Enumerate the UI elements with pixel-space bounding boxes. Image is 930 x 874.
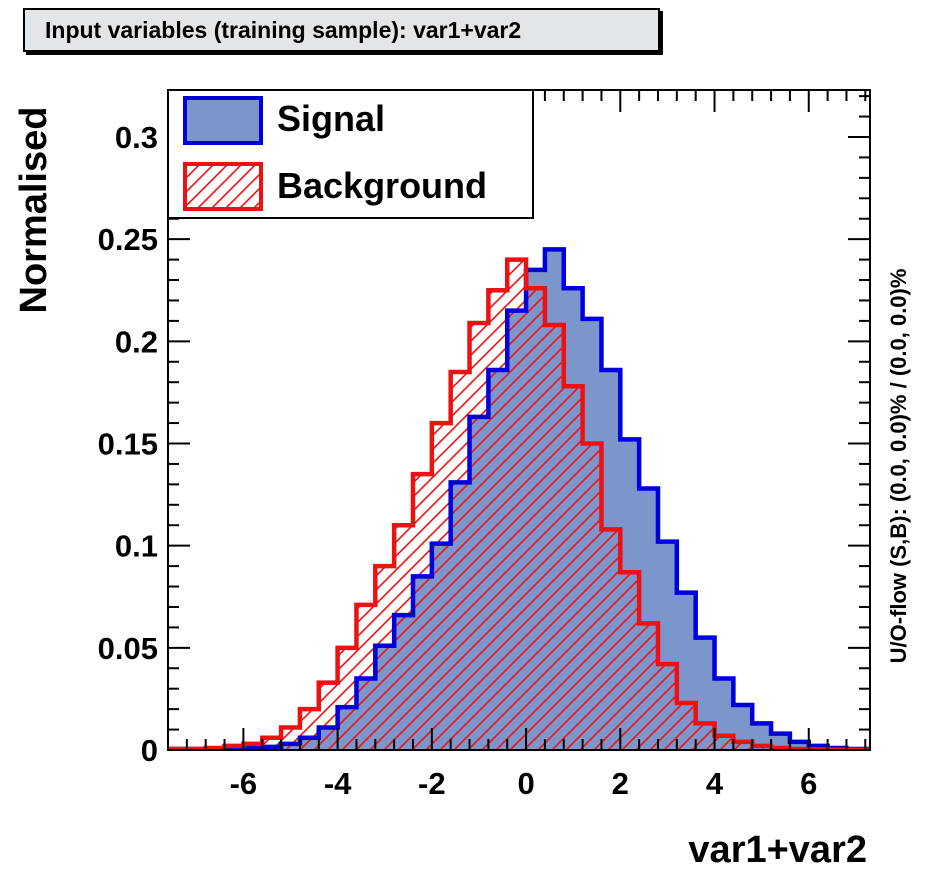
y-tick-label: 0.25 — [98, 222, 158, 257]
axes: -6 -4 -2 0 2 4 6 0 0.05 0.1 0.15 0.2 0.25 0.3 — [98, 89, 871, 801]
x-tick-label: 4 — [706, 766, 724, 801]
overflow-label: U/O-flow (S,B): (0.0, 0.0)% / (0.0, 0.0)… — [886, 269, 911, 664]
y-tick-label: 0.2 — [115, 324, 158, 359]
x-tick-label: 2 — [612, 766, 629, 801]
chart-title-box: Input variables (training sample): var1+… — [23, 8, 660, 52]
y-tick-label: 0.1 — [115, 529, 158, 564]
legend-background-label: Background — [277, 165, 487, 206]
y-tick-label: 0.15 — [98, 426, 158, 461]
x-tick-label: -2 — [418, 766, 446, 801]
legend-signal-swatch — [183, 96, 263, 145]
plot-area — [168, 247, 870, 750]
background-hatch — [168, 259, 870, 750]
y-tick-label: 0.3 — [115, 120, 158, 155]
legend-background-swatch — [183, 162, 263, 211]
y-tick-label: 0 — [141, 733, 158, 768]
x-tick-label: -4 — [324, 766, 352, 801]
x-tick-label: 0 — [517, 766, 534, 801]
y-tick-label: 0.05 — [98, 631, 158, 666]
x-axis-title: var1+var2 — [688, 829, 867, 871]
legend: Signal Background — [167, 89, 534, 219]
x-tick-label: 6 — [800, 766, 817, 801]
y-axis-title: Normalised — [13, 107, 55, 314]
chart-title: Input variables (training sample): var1+… — [45, 16, 522, 43]
x-tick-label: -6 — [230, 766, 258, 801]
legend-signal-label: Signal — [277, 98, 385, 139]
